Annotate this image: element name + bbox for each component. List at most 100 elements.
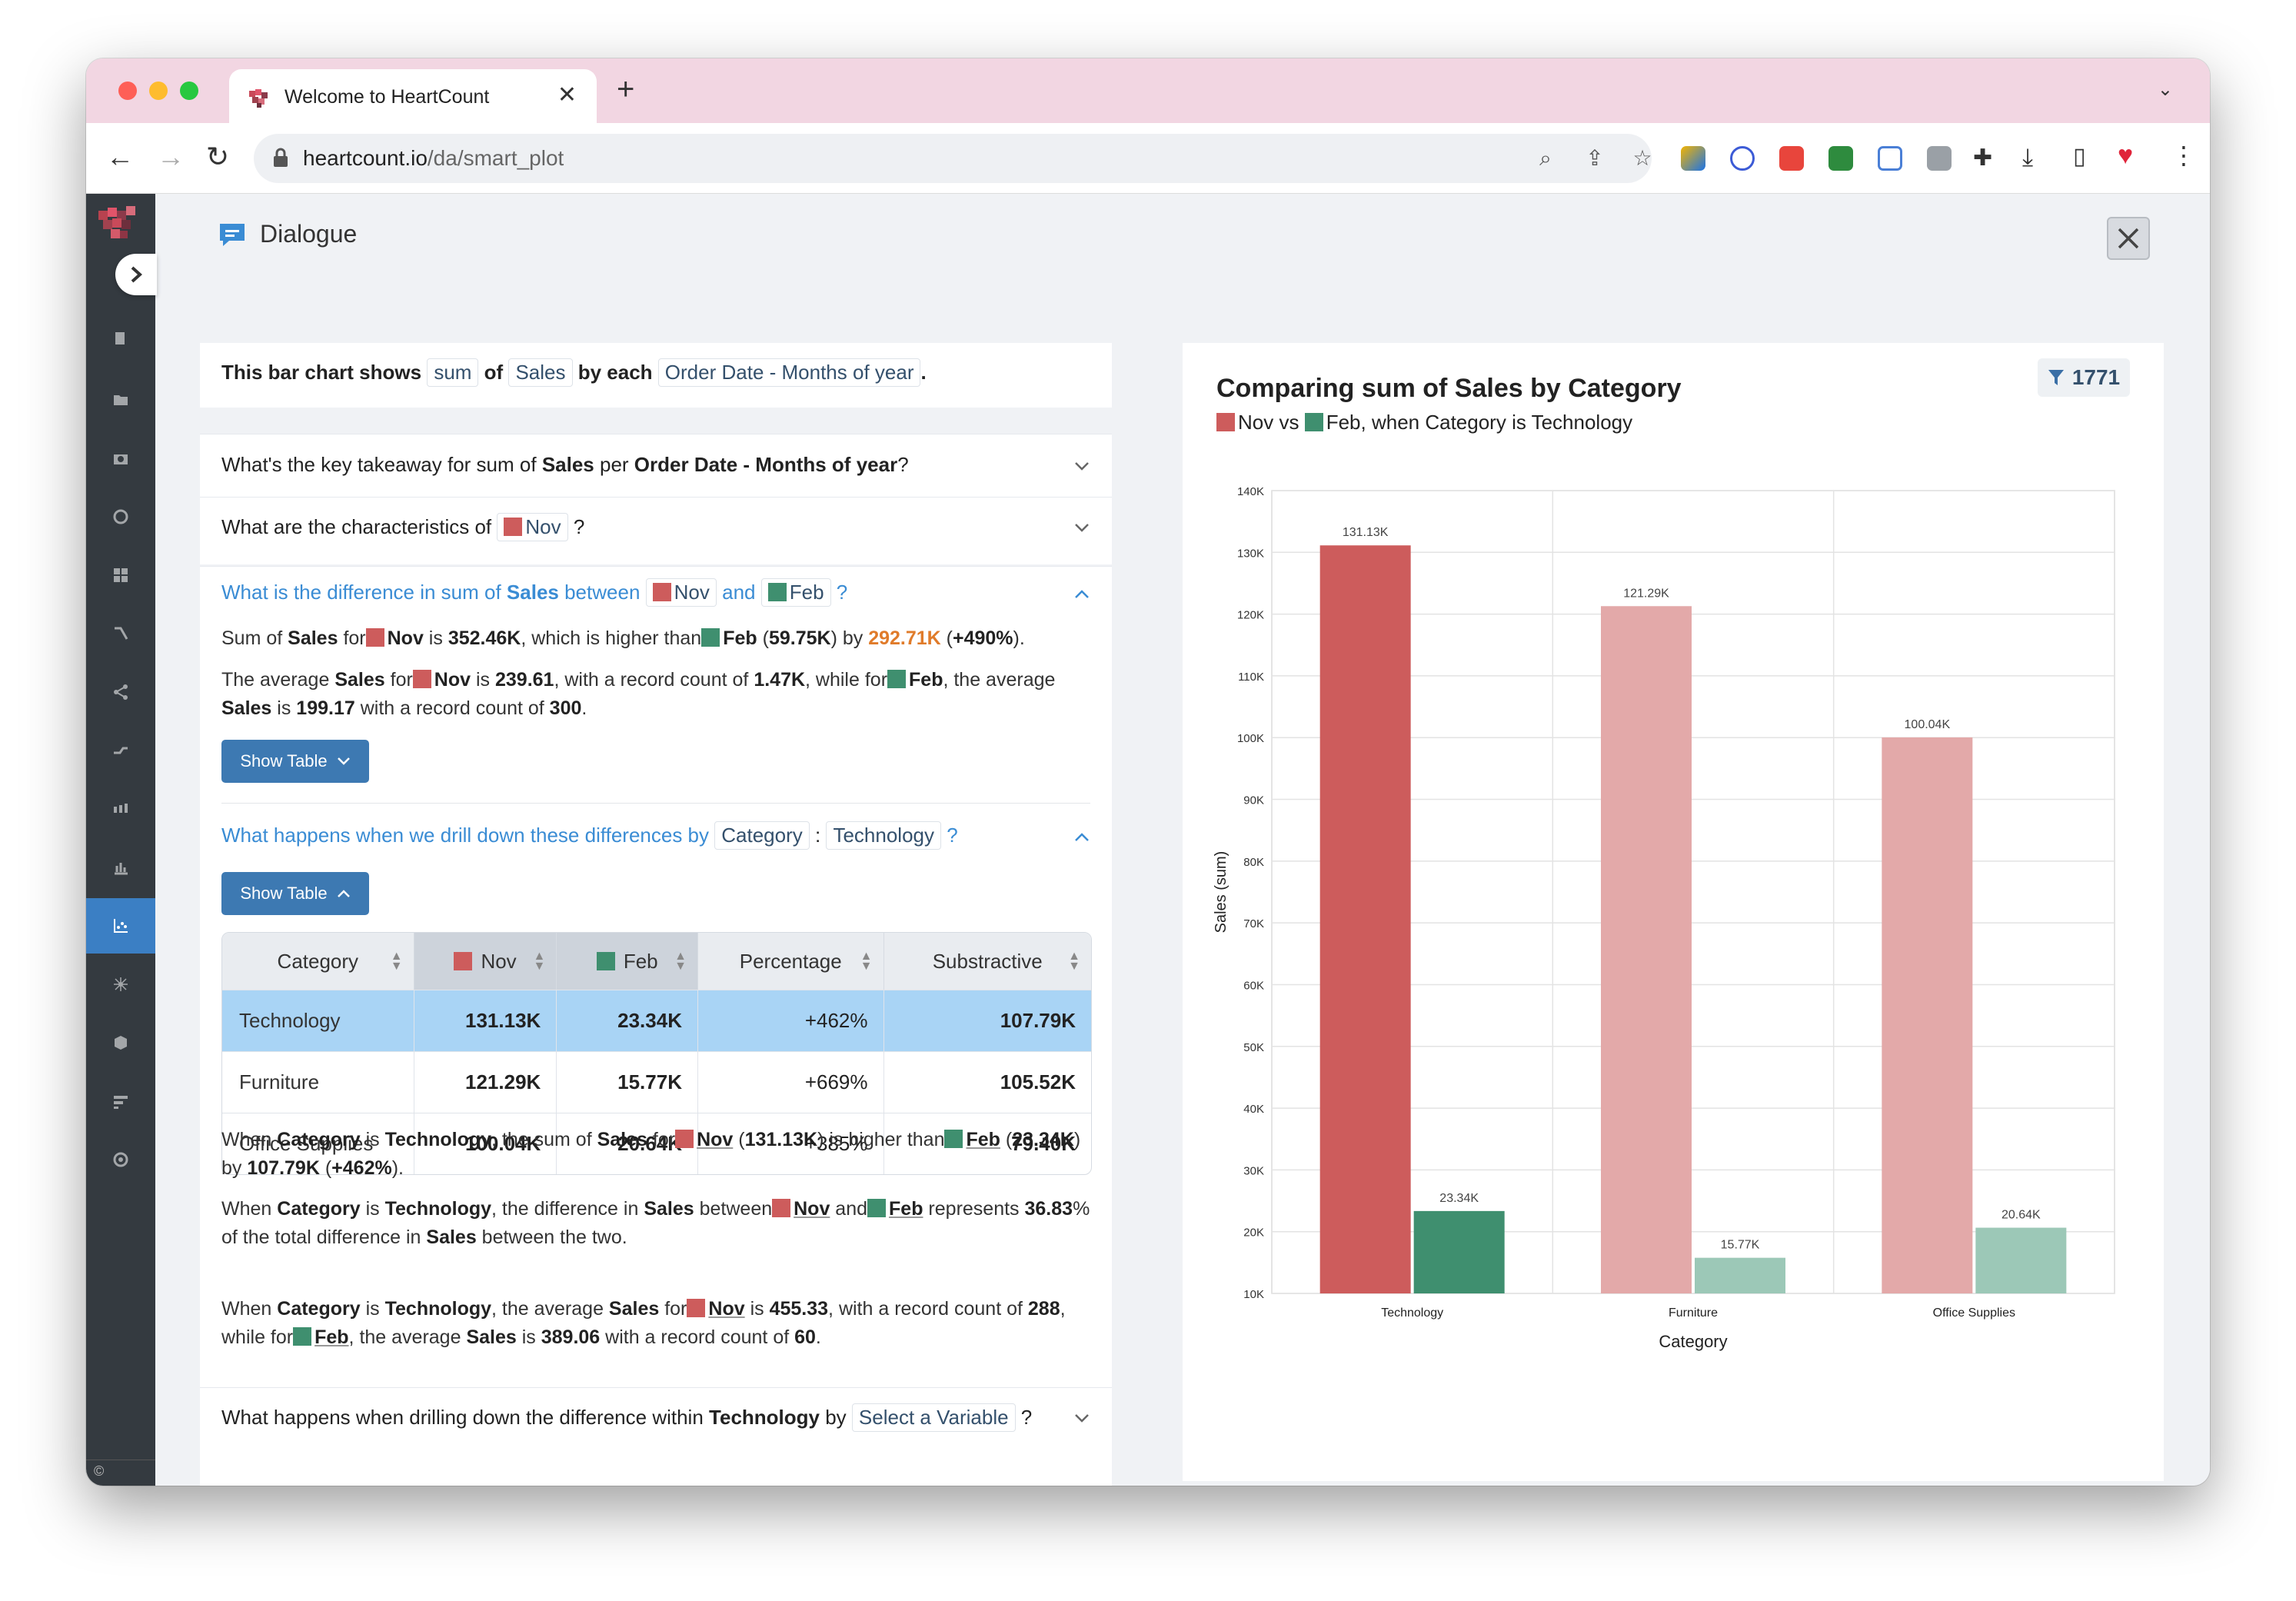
nav-item-settings[interactable]	[86, 1132, 155, 1187]
dimension-chip[interactable]: Order Date - Months of year	[657, 358, 921, 387]
column-header-nov[interactable]: Nov ▲ ▼	[414, 933, 557, 990]
nav-item-folder[interactable]	[86, 372, 155, 428]
nov-chip[interactable]: Nov	[497, 513, 568, 541]
nov-swatch-icon	[687, 1299, 706, 1317]
table-cell-percentage: +669%	[697, 1051, 884, 1113]
bookmark-star-icon[interactable]: ☆	[1632, 146, 1652, 170]
share-nodes-icon	[114, 684, 128, 700]
forward-button[interactable]: →	[157, 141, 185, 172]
a3p2-t3: for	[384, 669, 413, 691]
extension-5-icon[interactable]	[1878, 146, 1902, 171]
answer-drilldown-average: When Category is Technology, the average…	[221, 1295, 1090, 1352]
maximize-window-button[interactable]	[180, 82, 198, 100]
nav-item-flow[interactable]	[86, 606, 155, 661]
expand-sidebar-button[interactable]	[115, 254, 157, 295]
cube-icon	[115, 1036, 127, 1050]
sort-icon[interactable]: ▲ ▼	[533, 950, 546, 973]
browser-tab[interactable]: Welcome to HeartCount ✕	[229, 69, 597, 125]
question-key-takeaway[interactable]: What's the key takeaway for sum of Sales…	[200, 434, 1112, 497]
a4p1-t8[interactable]: Nov	[697, 1129, 734, 1150]
sort-icon[interactable]: ▲ ▼	[1068, 950, 1080, 973]
nav-item-dashboard[interactable]	[86, 548, 155, 603]
download-icon[interactable]: ⤓	[2022, 143, 2034, 171]
zoom-icon[interactable]: ⌕	[1539, 146, 1552, 170]
a4p3-t6: Sales	[608, 1298, 660, 1320]
technology-chip[interactable]: Technology	[826, 821, 941, 850]
subtitle-nov: Nov	[1238, 411, 1274, 434]
reload-button[interactable]: ↻	[206, 141, 230, 172]
table-row[interactable]: Office Supplies 100.04K 20.64K +385% 79.…	[222, 1113, 1091, 1174]
feb-chip[interactable]: Feb	[760, 578, 831, 607]
sort-icon[interactable]: ▲ ▼	[860, 950, 873, 973]
nav-item-list[interactable]	[86, 1073, 155, 1129]
table-row[interactable]: Furniture 121.29K 15.77K +669% 105.52K	[222, 1051, 1091, 1113]
category-chip[interactable]: Category	[714, 821, 810, 850]
side-panel-icon[interactable]: ▯	[2073, 144, 2086, 169]
column-header-category[interactable]: Category ▲ ▼	[222, 933, 414, 990]
a3p2-t11: , the average	[943, 669, 1056, 691]
browser-menu-icon[interactable]: ⋮	[2171, 141, 2196, 169]
a4p2-t9: and	[830, 1198, 868, 1220]
column-header-percentage[interactable]: Percentage ▲ ▼	[697, 933, 884, 990]
y-tick-label: 20K	[1243, 1227, 1264, 1240]
question-difference[interactable]: What is the difference in sum of Sales b…	[221, 578, 1090, 612]
filter-count-badge[interactable]: 1771	[2038, 358, 2130, 397]
show-table-button[interactable]: Show Table	[221, 872, 369, 915]
address-bar[interactable]: heartcount.io/da/smart_plot ⌕ ⇪ ☆	[254, 134, 1652, 183]
aggregation-chip[interactable]: sum	[427, 358, 479, 387]
extension-1-icon[interactable]	[1681, 146, 1705, 171]
new-tab-button[interactable]: +	[617, 72, 635, 106]
column-header-substractive[interactable]: Substractive ▲ ▼	[883, 933, 1091, 990]
a4p1-t12[interactable]: Feb	[966, 1129, 1000, 1150]
close-dialogue-button[interactable]	[2107, 217, 2150, 260]
nav-item-network[interactable]	[86, 957, 155, 1012]
q3-text-c: between	[558, 581, 641, 604]
summary-of: of	[484, 361, 504, 384]
close-tab-icon[interactable]: ✕	[557, 82, 577, 108]
data-label: 121.29K	[1623, 587, 1669, 600]
a4p2-t8[interactable]: Nov	[794, 1198, 830, 1220]
tab-search-chevron-icon[interactable]: ⌄	[2157, 79, 2173, 100]
a4p2-t10[interactable]: Feb	[889, 1198, 923, 1220]
a4p3-t14[interactable]: Feb	[314, 1326, 349, 1348]
measure-chip[interactable]: Sales	[508, 358, 573, 387]
question-drill-down[interactable]: What happens when we drill down these di…	[221, 821, 1090, 855]
a4p2-t14: Sales	[426, 1227, 477, 1248]
a4p1-t1: When	[221, 1129, 278, 1150]
heart-profile-icon[interactable]: ♥	[2118, 141, 2134, 170]
camera-icon[interactable]	[1927, 146, 1952, 171]
table-row[interactable]: Technology 131.13K 23.34K +462% 107.79K	[222, 990, 1091, 1051]
nov-chip[interactable]: Nov	[645, 578, 717, 607]
share-icon[interactable]: ⇪	[1586, 146, 1604, 170]
sort-icon[interactable]: ▲ ▼	[390, 950, 403, 973]
a3p2-t12: Sales	[221, 697, 272, 719]
nav-item-gauge[interactable]	[86, 489, 155, 544]
nav-item-bar-chart[interactable]	[86, 840, 155, 895]
question-characteristics[interactable]: What are the characteristics of Nov ?	[200, 497, 1112, 564]
close-window-button[interactable]	[118, 82, 137, 100]
nav-item-transform[interactable]	[86, 723, 155, 778]
nav-item-cube[interactable]	[86, 1015, 155, 1070]
nav-item-matrix[interactable]	[86, 781, 155, 837]
chart-title: Comparing sum of Sales by Category	[1216, 374, 1682, 403]
nav-item-share[interactable]	[86, 664, 155, 720]
back-button[interactable]: ←	[106, 141, 134, 172]
chevron-down-icon	[1075, 524, 1089, 532]
nav-item-smart-plot[interactable]	[86, 898, 155, 954]
select-variable-chip[interactable]: Select a Variable	[851, 1403, 1016, 1432]
question-drill-within[interactable]: What happens when drilling down the diff…	[200, 1387, 1112, 1449]
extensions-puzzle-icon[interactable]: ✚	[1973, 145, 1993, 171]
extension-3-icon[interactable]	[1779, 146, 1804, 171]
extension-4-icon[interactable]	[1828, 146, 1853, 171]
nav-item-book[interactable]	[86, 311, 155, 366]
dialogue-title: Dialogue	[260, 220, 358, 248]
extension-2-icon[interactable]	[1730, 146, 1755, 171]
nav-item-camera[interactable]	[86, 431, 155, 486]
a4p3-t8[interactable]: Nov	[708, 1298, 745, 1320]
minimize-window-button[interactable]	[149, 82, 168, 100]
a4p1-t2: Category	[277, 1129, 361, 1150]
sort-icon[interactable]: ▲ ▼	[674, 950, 687, 973]
y-tick-label: 130K	[1237, 547, 1264, 560]
show-table-button[interactable]: Show Table	[221, 740, 369, 783]
column-header-feb[interactable]: Feb ▲ ▼	[557, 933, 698, 990]
